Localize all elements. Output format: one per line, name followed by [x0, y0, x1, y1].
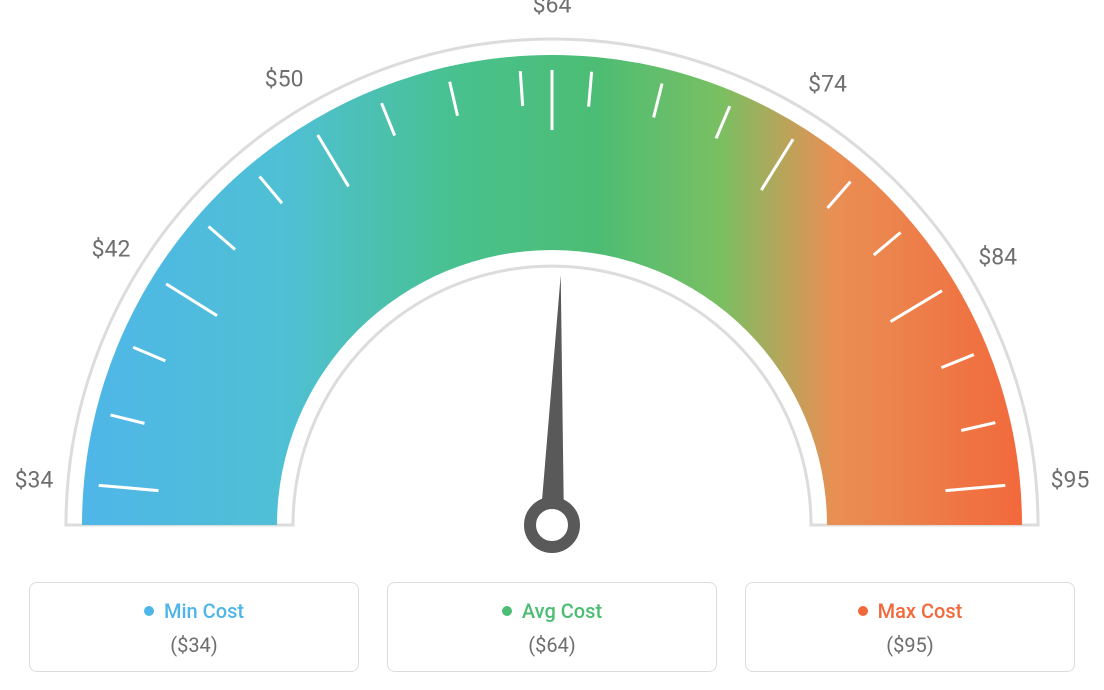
- gauge-tick-label: $34: [15, 466, 54, 493]
- gauge-tick-label: $42: [92, 236, 131, 263]
- gauge-tick-label: $50: [265, 66, 304, 93]
- legend-card-max: Max Cost ($95): [745, 582, 1075, 672]
- gauge-tick-label: $84: [978, 244, 1017, 271]
- gauge-chart: $34 $42 $50 $64 $74 $84 $95: [0, 0, 1104, 560]
- legend-value-avg: ($64): [400, 633, 704, 657]
- legend-title-max: Max Cost: [858, 599, 963, 623]
- dot-icon: [858, 606, 868, 616]
- legend-title-min: Min Cost: [144, 599, 244, 623]
- legend-card-avg: Avg Cost ($64): [387, 582, 717, 672]
- dot-icon: [502, 606, 512, 616]
- gauge-tick-label: $74: [808, 71, 847, 98]
- legend-value-max: ($95): [758, 633, 1062, 657]
- gauge-tick-label: $95: [1051, 466, 1090, 493]
- legend-title-avg: Avg Cost: [502, 599, 602, 623]
- gauge-tick-label: $64: [533, 0, 572, 19]
- legend-card-min: Min Cost ($34): [29, 582, 359, 672]
- gauge-svg: [0, 0, 1104, 560]
- legend-label: Min Cost: [164, 599, 244, 623]
- dot-icon: [144, 606, 154, 616]
- legend-value-min: ($34): [42, 633, 346, 657]
- legend-row: Min Cost ($34) Avg Cost ($64) Max Cost (…: [0, 582, 1104, 672]
- legend-label: Max Cost: [878, 599, 963, 623]
- legend-label: Avg Cost: [522, 599, 602, 623]
